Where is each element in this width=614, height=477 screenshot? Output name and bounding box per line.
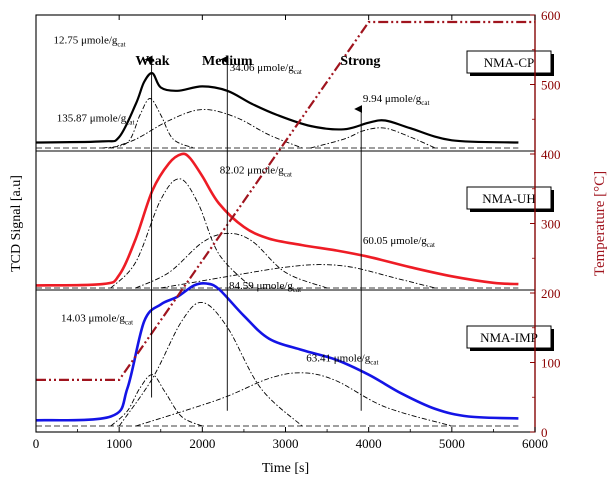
y2-tick-label: 100 xyxy=(541,356,561,371)
annotations-layer: NMA-CP 12.75 μmole/gcat 34.06 μmole/gcat 9.… xyxy=(53,35,554,411)
nma-imp-label: NMA-IMP xyxy=(480,330,538,345)
site-label-medium: Medium xyxy=(202,54,253,69)
nma-imp-annotation-2: 84.59 μmole/gcat xyxy=(229,280,301,294)
nma-uh-component-peak-1 xyxy=(110,178,253,289)
nma-uh-label: NMA-UH xyxy=(482,191,535,206)
panels-layer xyxy=(36,150,535,291)
nma-cp-label-box xyxy=(466,50,552,74)
nma-imp-annotation-1: 14.03 μmole/gcat xyxy=(61,313,133,327)
temperature-profile-line xyxy=(36,20,535,381)
nma-cp-component-peak-2 xyxy=(110,109,303,149)
x-tick-label: 2000 xyxy=(189,436,215,451)
nma-imp-component-peak-2 xyxy=(118,302,303,427)
nma-cp-annotation-3: 9.94 μmole/gcat xyxy=(363,93,430,107)
y2-tick-label: 600 xyxy=(541,8,561,23)
nma-cp-component-peak-3 xyxy=(310,127,436,149)
y2-tick-label: 400 xyxy=(541,147,561,162)
nma-cp-tcd-curve xyxy=(35,72,519,144)
y2-tick-label: 500 xyxy=(541,78,561,93)
x-tick-label: 0 xyxy=(33,436,40,451)
x-tick-label: 6000 xyxy=(522,436,548,451)
x-tick-label: 3000 xyxy=(273,436,299,451)
nma-imp-component-peak-1 xyxy=(110,374,203,427)
nma-imp-tcd-curve xyxy=(35,281,519,422)
nma-cp-annotation-2: 34.06 μmole/gcat xyxy=(230,62,302,76)
x-tick-label: 1000 xyxy=(106,436,132,451)
nma-uh-annotation-3: 60.05 μmole/gcat xyxy=(363,235,435,249)
nma-uh-tcd-curve xyxy=(35,152,519,287)
curves-layer xyxy=(35,20,535,427)
nma-cp-label: NMA-CP xyxy=(484,55,535,70)
y2-tick-label: 200 xyxy=(541,286,561,301)
x-tick-label: 4000 xyxy=(356,436,382,451)
x-axis-title: Time [s] xyxy=(262,461,309,476)
plot-frame xyxy=(35,14,536,433)
nma-uh-label-box xyxy=(466,186,552,210)
y2-tick-label: 300 xyxy=(541,217,561,232)
nma-uh-annotation-1: 135.87 μmole/gcat xyxy=(57,113,135,127)
nma-uh-component-peak-3 xyxy=(160,264,436,289)
nma-imp-annotation-3: 63.41 μmole/gcat xyxy=(306,352,378,366)
y2-tick-label: 0 xyxy=(541,425,548,440)
y-axis-title: TCD Signal [a.u] xyxy=(9,175,24,272)
site-label-strong: Strong xyxy=(340,54,380,69)
site-label-weak: Weak xyxy=(135,54,169,69)
nma-cp-annotation-1: 12.75 μmole/gcat xyxy=(53,35,125,49)
y2-axis-title: Temperature [°C] xyxy=(592,171,608,276)
axes-layer: 0 1000 2000 3000 4000 5000 6000010020030040050… xyxy=(9,8,608,476)
nma-imp-component-peak-3 xyxy=(135,372,452,427)
nma-imp-label-box xyxy=(466,325,552,349)
nma-uh-annotation-2: 82.02 μmole/gcat xyxy=(220,165,292,179)
x-tick-label: 5000 xyxy=(439,436,465,451)
